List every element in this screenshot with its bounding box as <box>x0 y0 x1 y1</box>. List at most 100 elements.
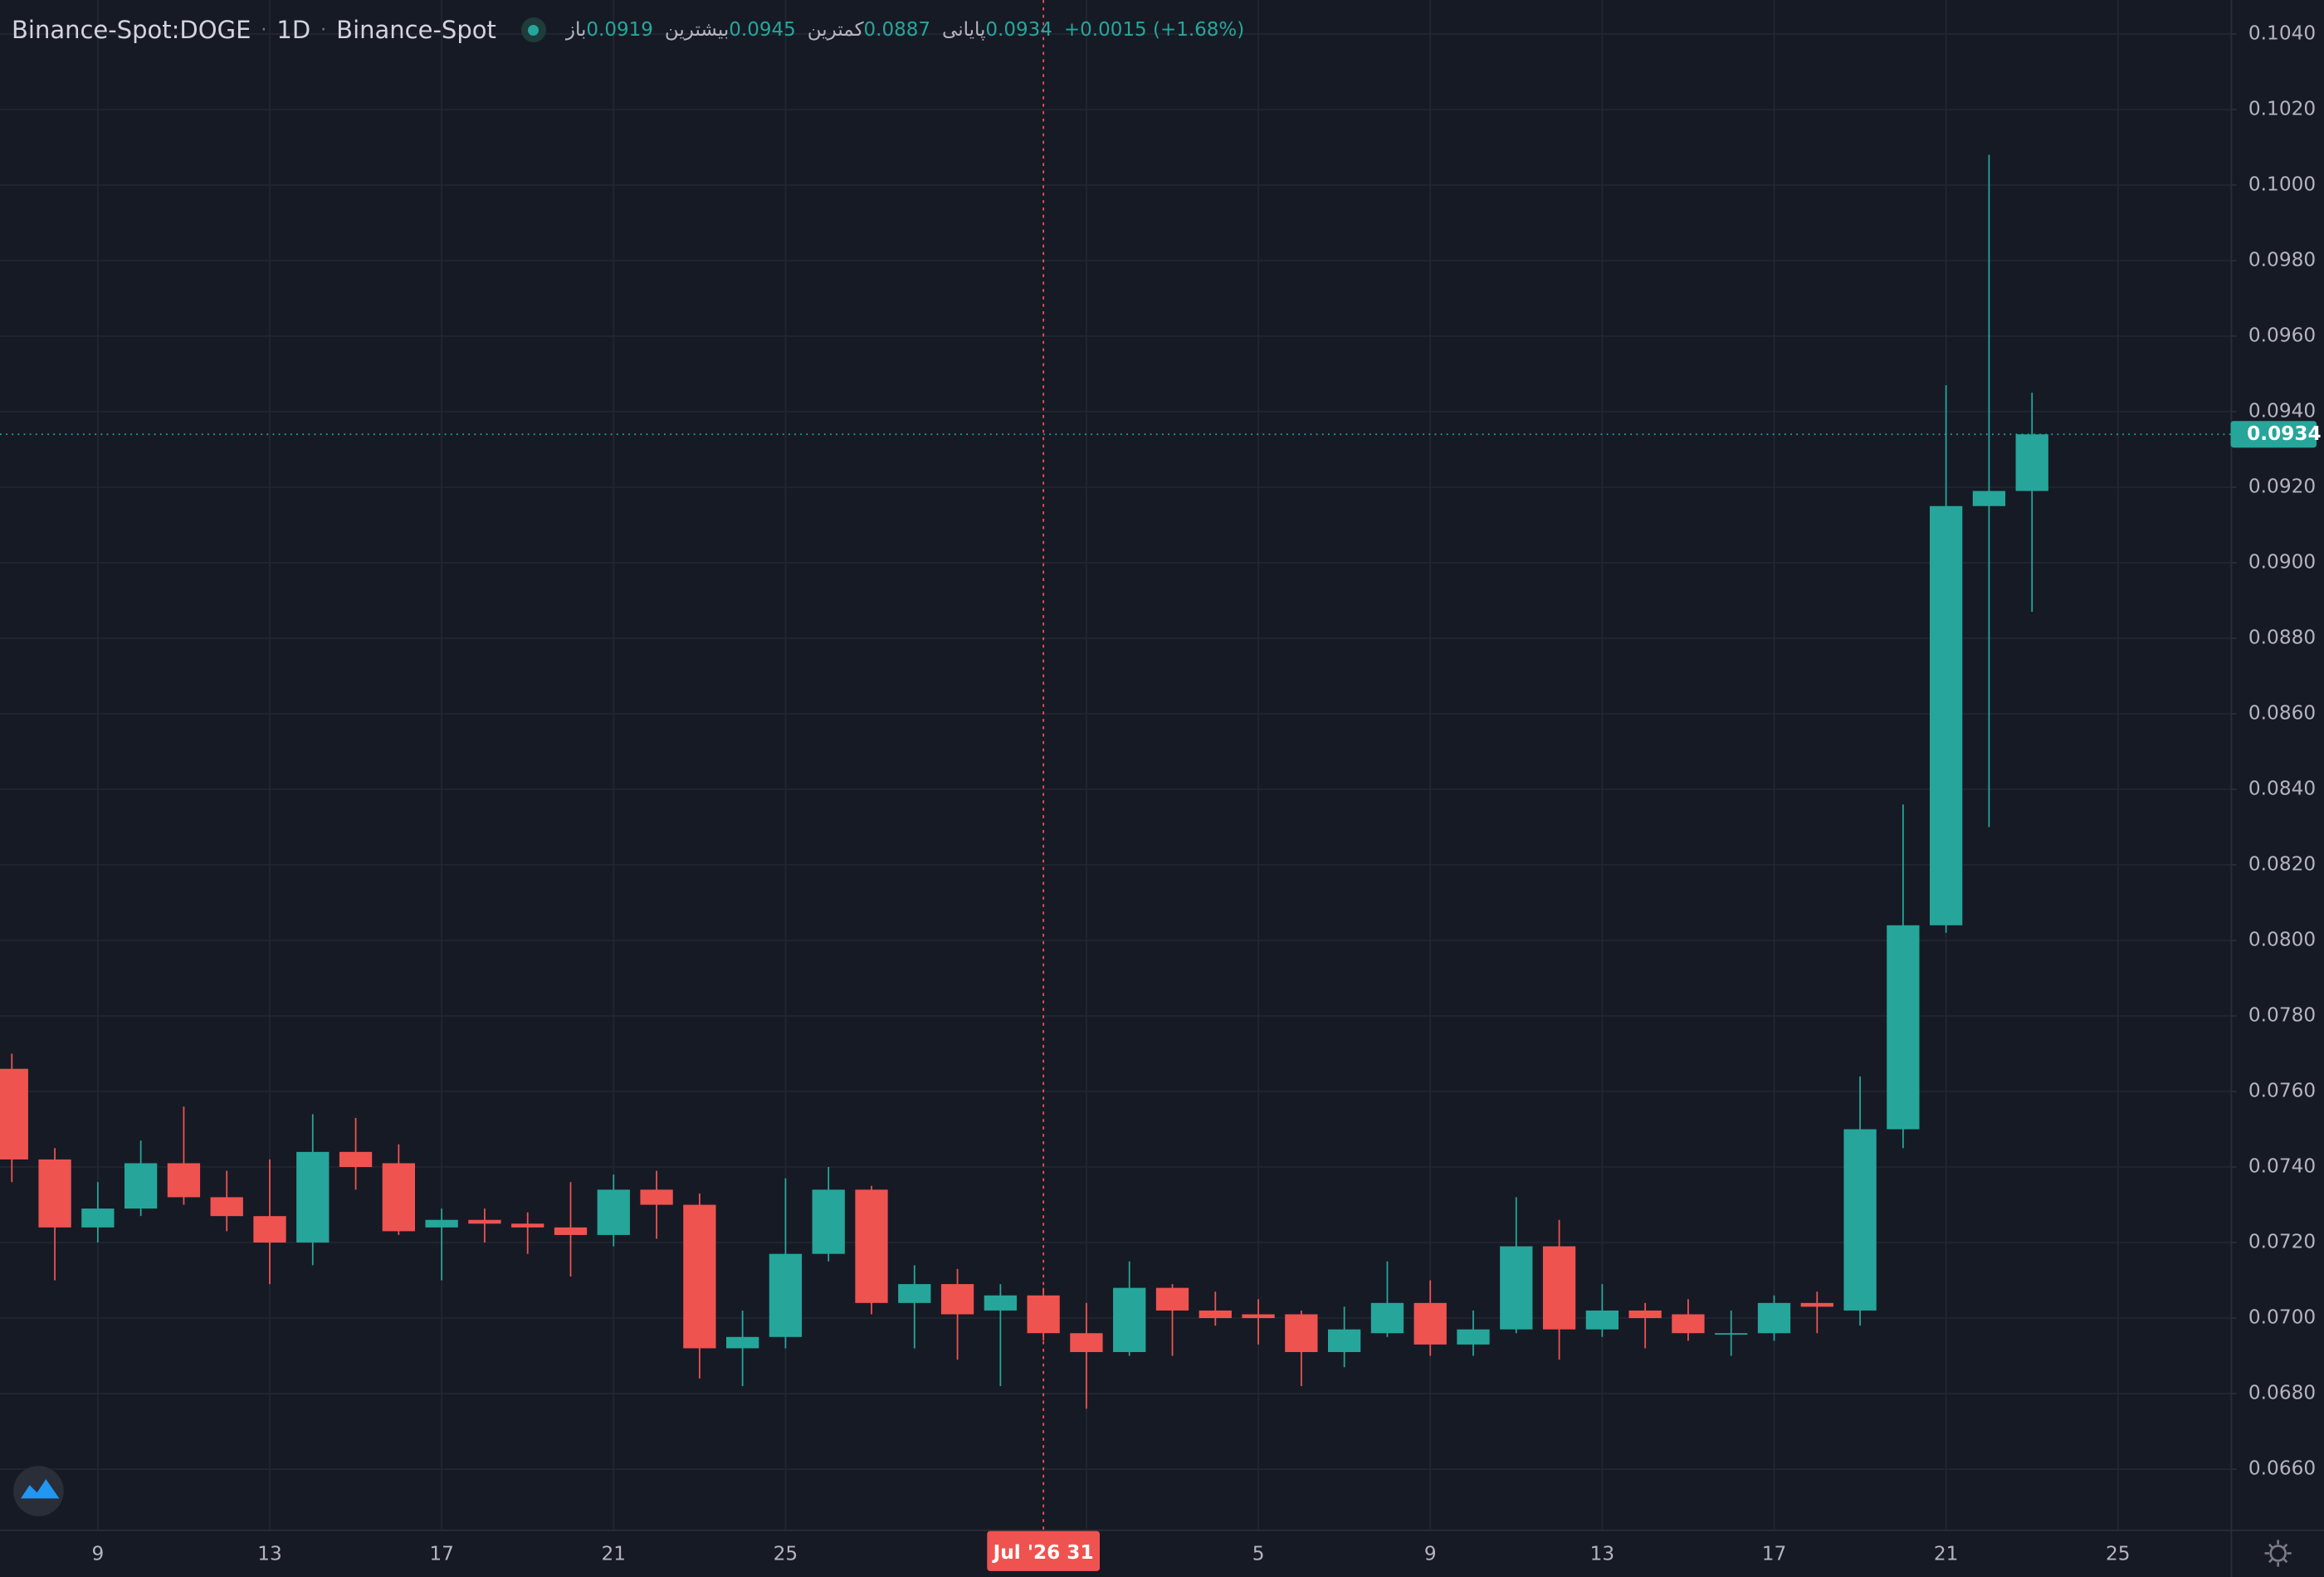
candle-body <box>1370 1302 1404 1334</box>
y-tick-label: 0.0940 <box>2248 399 2316 422</box>
candle-body <box>1672 1314 1705 1334</box>
candle-body <box>1628 1310 1662 1319</box>
candle-body <box>1585 1310 1618 1330</box>
x-tick-label: 17 <box>1762 1543 1787 1565</box>
y-tick-label: 0.0800 <box>2248 929 2316 951</box>
candle-body <box>1800 1302 1833 1307</box>
y-tick-label: 0.0980 <box>2248 248 2316 271</box>
candle-body <box>855 1189 888 1303</box>
crosshair-box <box>987 1531 1100 1571</box>
x-tick-label: 25 <box>2106 1543 2131 1565</box>
candle-body <box>296 1151 330 1243</box>
candle-body <box>511 1223 544 1228</box>
legend-bar: Binance-Spot:DOGE · 1D · Binance-Spot با… <box>12 12 1256 48</box>
x-tick-label: 17 <box>429 1543 454 1565</box>
candle-body <box>769 1253 803 1337</box>
candle-body <box>597 1189 630 1235</box>
y-tick-label: 0.0900 <box>2248 550 2316 573</box>
candle-body <box>898 1284 931 1303</box>
ohlc-label: بیشترین <box>664 19 730 41</box>
x-tick-label: 5 <box>1252 1543 1265 1565</box>
candle-body <box>1070 1333 1103 1352</box>
candle-body <box>38 1159 71 1228</box>
last-price-label: 0.0934 <box>2247 422 2322 445</box>
settings-rays[interactable] <box>2264 1540 2292 1567</box>
candle-body <box>1155 1287 1189 1311</box>
x-tick-label: 9 <box>1424 1543 1437 1565</box>
ohlc-label: کمترین <box>807 19 864 41</box>
symbol[interactable]: Binance-Spot:DOGE <box>12 16 251 44</box>
y-tick-label: 0.0760 <box>2248 1080 2316 1102</box>
candle-body <box>1113 1287 1146 1352</box>
candle-body <box>253 1216 286 1243</box>
candle-body <box>1887 925 1920 1130</box>
logo[interactable] <box>13 1466 64 1516</box>
y-tick-label: 0.0720 <box>2248 1231 2316 1253</box>
ohlc-value: 0.0945 <box>729 19 796 41</box>
candle-body <box>1757 1302 1791 1334</box>
settings-circle[interactable] <box>2269 1545 2287 1562</box>
y-tick-label: 0.0880 <box>2248 626 2316 648</box>
candle-body <box>468 1219 501 1224</box>
y-tick-label: 0.0680 <box>2248 1382 2316 1404</box>
y-tick-label: 0.0780 <box>2248 1004 2316 1027</box>
candle-body <box>640 1189 673 1205</box>
y-tick-label: 0.1040 <box>2248 22 2316 44</box>
ohlc-value: 0.0887 <box>863 19 931 41</box>
candle-body <box>210 1197 243 1217</box>
y-tick-label: 0.0660 <box>2248 1457 2316 1480</box>
candle-body <box>984 1295 1017 1311</box>
ohlc-value: 0.0919 <box>586 19 653 41</box>
candle-body <box>1457 1329 1490 1345</box>
x-tick-label: 21 <box>602 1543 627 1565</box>
candle-body <box>2015 434 2048 491</box>
candle-body <box>940 1284 974 1315</box>
status-dot <box>520 17 546 42</box>
candle-body <box>339 1151 373 1168</box>
ohlc-legend: باز 0.0919 بیشترین 0.0945 کمترین 0.0887 پایانی… <box>566 19 1256 41</box>
separator: · <box>320 19 327 41</box>
x-tick-label: 13 <box>1590 1543 1615 1565</box>
candle-body <box>812 1189 845 1254</box>
y-tick-label: 0.0740 <box>2248 1155 2316 1178</box>
x-tick-label: 21 <box>1934 1543 1959 1565</box>
candle-body <box>382 1163 415 1232</box>
y-tick-label: 0.0960 <box>2248 324 2316 346</box>
candle-body <box>1542 1246 1576 1330</box>
crosshair-label: Jul '26 31 <box>992 1541 1094 1564</box>
candle-body <box>1328 1329 1361 1352</box>
x-tick-label: 9 <box>91 1543 104 1565</box>
candle-body <box>1199 1310 1232 1319</box>
y-tick-label: 0.1020 <box>2248 97 2316 120</box>
candle-body <box>0 1068 28 1160</box>
logo-mark[interactable] <box>21 1479 60 1499</box>
candle-body <box>1715 1333 1748 1335</box>
change: +0.0015 (+1.68%) <box>1063 19 1245 41</box>
candle-body <box>1930 505 1963 925</box>
candle-body <box>1500 1246 1533 1330</box>
ohlc-label: پایانی <box>942 19 986 41</box>
x-tick-label: 25 <box>774 1543 798 1565</box>
candle-body <box>683 1204 716 1349</box>
interval[interactable]: 1D <box>276 16 311 44</box>
candle-body <box>167 1163 201 1198</box>
x-tick-label: 13 <box>257 1543 282 1565</box>
candle-body <box>81 1208 115 1228</box>
candle-body <box>1285 1314 1318 1352</box>
y-tick-label: 0.0820 <box>2248 853 2316 876</box>
candle-body <box>1843 1129 1877 1311</box>
settings-icon[interactable] <box>2264 1540 2292 1567</box>
candle-body <box>554 1227 588 1235</box>
candle-body <box>425 1219 458 1228</box>
y-tick-label: 0.1000 <box>2248 173 2316 195</box>
candles <box>0 154 2048 1409</box>
candle-body <box>1413 1302 1447 1345</box>
ohlc-label: باز <box>565 19 587 41</box>
exchange: Binance-Spot <box>336 16 496 44</box>
candle-body <box>726 1336 759 1349</box>
ohlc-value: 0.0934 <box>985 19 1052 41</box>
last-price-box <box>2230 421 2317 448</box>
